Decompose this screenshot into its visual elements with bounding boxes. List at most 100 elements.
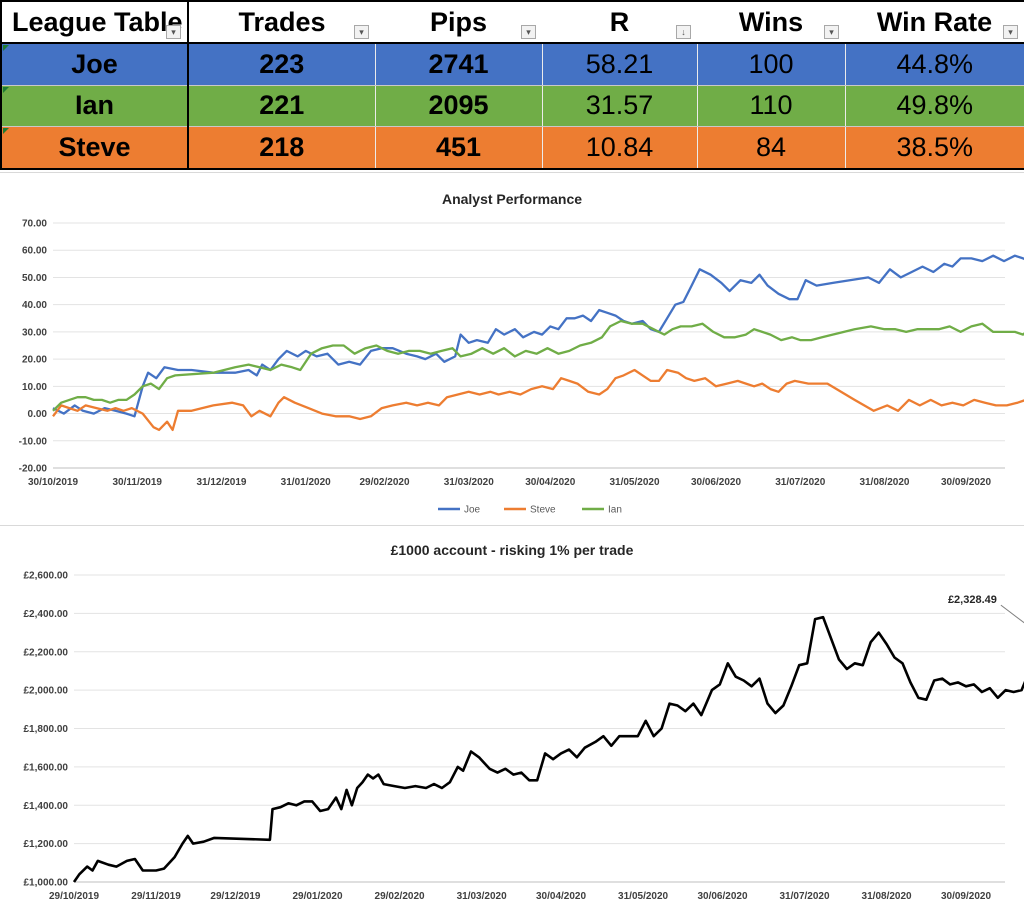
cell-name[interactable]: Steve: [0, 126, 189, 171]
filter-dropdown-button[interactable]: ▾: [1003, 25, 1018, 39]
cell-wins[interactable]: 100: [697, 43, 846, 86]
data-label-leader: [1000, 604, 1024, 624]
cell-win-rate[interactable]: 38.5%: [845, 126, 1024, 171]
y-tick-label: £2,000.00: [24, 686, 69, 697]
y-tick-label: 0.00: [28, 409, 48, 420]
cell-pips[interactable]: 2741: [375, 43, 543, 86]
sort-desc-button[interactable]: ↓: [676, 25, 691, 39]
data-label: £2,328.49: [948, 594, 997, 606]
filter-dropdown-button[interactable]: ▾: [521, 25, 536, 39]
header-label: Trades: [238, 6, 326, 37]
y-tick-label: £1,800.00: [24, 724, 69, 735]
x-tick-label: 31/05/2020: [618, 891, 668, 902]
series-line-joe: [52, 254, 1024, 418]
header-league-table: League Table ▾: [0, 0, 189, 44]
legend-item: Joe: [464, 505, 481, 516]
y-tick-label: 50.00: [22, 273, 47, 284]
analyst-performance-svg: Analyst Performance -20.00 -10.00 0.00 10.00…: [19, 191, 1024, 516]
header-r: R ↓: [542, 0, 697, 44]
cell-pips[interactable]: 2095: [375, 85, 543, 128]
y-tick-label: -20.00: [19, 464, 48, 475]
header-win-rate: Win Rate ▾: [845, 0, 1024, 44]
x-tick-label: 29/01/2020: [292, 891, 342, 902]
x-tick-label: 30/11/2019: [112, 477, 162, 488]
header-trades: Trades ▾: [188, 0, 375, 44]
account-balance-svg: £1000 account - risking 1% per trade £1,0…: [24, 542, 1024, 902]
y-tick-label: £2,200.00: [24, 647, 69, 658]
filter-dropdown-button[interactable]: ▾: [824, 25, 839, 39]
x-tick-label: 31/03/2020: [457, 891, 507, 902]
x-tick-label: 30/06/2020: [691, 477, 741, 488]
header-label: Pips: [429, 6, 488, 37]
cell-win-rate[interactable]: 44.8%: [845, 43, 1024, 86]
cell-win-rate[interactable]: 49.8%: [845, 85, 1024, 128]
y-tick-label: £1,600.00: [24, 762, 69, 773]
y-tick-label: £1,000.00: [24, 878, 69, 889]
cell-name[interactable]: Joe: [0, 43, 189, 86]
series-line-balance: [72, 615, 1024, 883]
y-tick-label: 10.00: [22, 382, 47, 393]
cell-trades[interactable]: 223: [188, 43, 376, 86]
y-tick-label: £2,400.00: [24, 609, 69, 620]
x-tick-label: 31/07/2020: [780, 891, 830, 902]
cell-wins[interactable]: 110: [697, 85, 846, 128]
x-tick-label: 31/01/2020: [281, 477, 331, 488]
y-tick-label: 20.00: [22, 355, 47, 366]
header-wins: Wins ▾: [697, 0, 845, 44]
x-tick-label: 30/09/2020: [941, 477, 991, 488]
cell-comment-marker: [3, 45, 9, 51]
x-tick-label: 30/04/2020: [536, 891, 586, 902]
league-header-row: League Table ▾ Trades ▾ Pips ▾ R ↓ Wins ▾ Win…: [0, 0, 1024, 44]
header-label: Wins: [738, 6, 804, 37]
x-tick-label: 31/08/2020: [859, 477, 909, 488]
legend-item: Ian: [608, 505, 622, 516]
cell-trades[interactable]: 221: [188, 85, 376, 128]
legend-item: Steve: [530, 505, 556, 516]
y-tick-label: 60.00: [22, 246, 47, 257]
y-tick-label: 70.00: [22, 219, 47, 230]
x-tick-label: 29/11/2019: [131, 891, 181, 902]
cell-r[interactable]: 58.21: [542, 43, 698, 86]
x-tick-label: 31/08/2020: [862, 891, 912, 902]
y-tick-label: £1,400.00: [24, 801, 69, 812]
account-balance-chart[interactable]: £1000 account - risking 1% per trade £1,0…: [0, 525, 1024, 917]
series-line-steve: [52, 368, 1024, 432]
x-tick-label: 29/12/2019: [210, 891, 260, 902]
table-row-joe: Joe 223 2741 58.21 100 44.8%: [0, 43, 1024, 86]
league-table: League Table ▾ Trades ▾ Pips ▾ R ↓ Wins ▾ Win…: [0, 0, 1024, 171]
x-tick-label: 30/04/2020: [525, 477, 575, 488]
x-tick-label: 31/07/2020: [775, 477, 825, 488]
y-tick-label: 40.00: [22, 300, 47, 311]
cell-wins[interactable]: 84: [697, 126, 846, 171]
table-row-steve: Steve 218 451 10.84 84 38.5%: [0, 126, 1024, 171]
header-label: R: [609, 6, 630, 37]
header-label: Win Rate: [876, 6, 993, 37]
chart-title: £1000 account - risking 1% per trade: [391, 542, 634, 558]
cell-r[interactable]: 31.57: [542, 85, 698, 128]
cell-trades[interactable]: 218: [188, 126, 376, 171]
x-tick-label: 31/05/2020: [609, 477, 659, 488]
x-tick-label: 30/10/2019: [28, 477, 78, 488]
header-pips: Pips ▾: [375, 0, 542, 44]
analyst-performance-chart[interactable]: Analyst Performance -20.00 -10.00 0.00 10.00…: [0, 172, 1024, 525]
table-row-ian: Ian 221 2095 31.57 110 49.8%: [0, 85, 1024, 128]
chart-title: Analyst Performance: [442, 191, 582, 207]
x-tick-label: 30/09/2020: [941, 891, 991, 902]
cell-comment-marker: [3, 86, 9, 93]
series-line-ian: [52, 319, 1024, 412]
x-tick-label: 29/02/2020: [375, 891, 425, 902]
y-tick-label: £1,200.00: [24, 839, 69, 850]
x-tick-label: 29/10/2019: [49, 891, 99, 902]
header-label: League Table: [12, 6, 183, 37]
filter-dropdown-button[interactable]: ▾: [354, 25, 369, 39]
cell-pips[interactable]: 451: [375, 126, 543, 171]
x-tick-label: 30/06/2020: [697, 891, 747, 902]
y-tick-label: 30.00: [22, 327, 47, 338]
x-tick-label: 31/12/2019: [196, 477, 246, 488]
cell-name[interactable]: Ian: [0, 85, 189, 128]
cell-r[interactable]: 10.84: [542, 126, 698, 171]
x-tick-label: 29/02/2020: [359, 477, 409, 488]
y-tick-label: -10.00: [19, 436, 48, 447]
filter-dropdown-button[interactable]: ▾: [166, 25, 181, 39]
cell-comment-marker: [3, 128, 9, 135]
